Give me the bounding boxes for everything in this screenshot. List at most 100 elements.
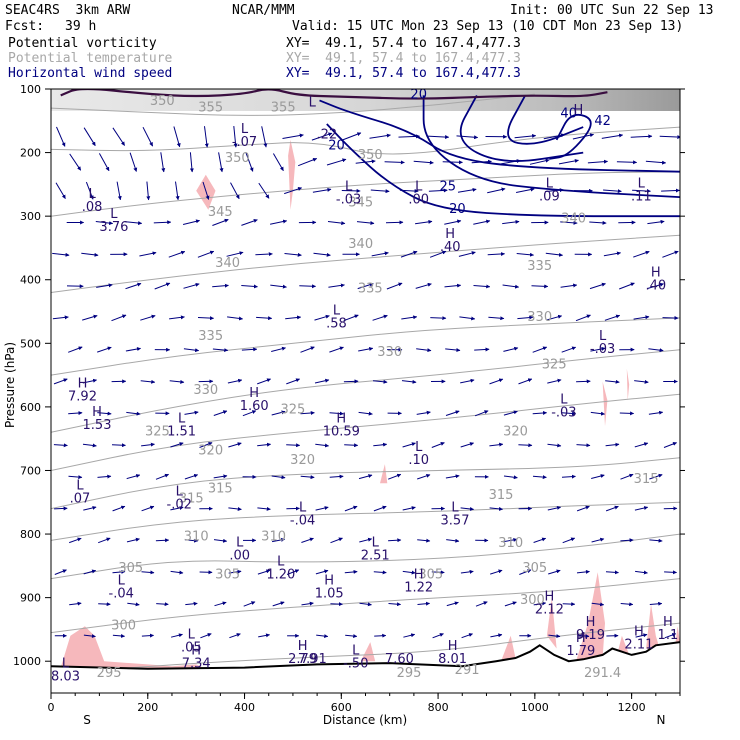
wind-vector	[81, 252, 99, 257]
pv-high-marker: H	[576, 631, 586, 646]
wind-vector	[112, 127, 126, 146]
forecast-hour: 39 h	[65, 19, 97, 34]
wind-vector	[98, 537, 111, 544]
wind-vector	[662, 315, 679, 320]
wind-vector	[645, 160, 667, 165]
wind-vector	[372, 379, 388, 384]
theta-label: 310	[498, 536, 523, 551]
pv-high-marker: H	[634, 625, 644, 640]
wind-vector	[504, 601, 517, 607]
wind-vector	[590, 346, 606, 352]
wind-vector	[474, 410, 489, 417]
wind-vector	[173, 126, 181, 148]
wind-vector	[299, 284, 316, 289]
wind-vector	[169, 315, 185, 320]
wind-vector	[282, 133, 304, 139]
y-tick-label: 700	[20, 465, 41, 478]
theta-label: 325	[280, 402, 305, 417]
wind-vector	[257, 569, 271, 575]
theta-label: 291.4	[584, 666, 621, 681]
pv-high-marker: H	[586, 615, 596, 630]
wind-vector	[359, 602, 372, 607]
wind-vector	[54, 506, 68, 511]
wind-vector	[503, 475, 518, 480]
pv-low-marker: L	[110, 207, 118, 222]
theta-label: 355	[271, 100, 296, 115]
theta-label: 350	[150, 94, 175, 109]
pv-fill-region	[60, 626, 206, 669]
wind-vector	[83, 505, 97, 511]
y-tick-label: 500	[20, 337, 41, 350]
pv-extremum-value: 3.57	[441, 514, 470, 529]
theta-label: 330	[193, 383, 218, 398]
wind-vector	[388, 473, 402, 480]
wind-vector	[548, 634, 561, 639]
wind-vector	[199, 442, 213, 448]
wind-vector	[446, 601, 459, 607]
pv-fill-region	[675, 626, 680, 646]
theta-label: 291	[455, 663, 480, 678]
wind-vector	[182, 219, 200, 225]
pv-high-marker: H	[574, 103, 584, 118]
wind-vector	[576, 443, 591, 448]
wind-vector	[311, 132, 333, 141]
theta-contour-335	[51, 234, 680, 293]
wind-vector	[54, 569, 67, 575]
wind-vector	[514, 133, 537, 139]
wind-vector	[255, 252, 273, 257]
wind-vector	[233, 126, 238, 148]
wind-vector	[416, 410, 431, 415]
x-tick-label: 400	[234, 701, 255, 714]
wind-vector	[127, 602, 140, 607]
wind-vector	[648, 410, 664, 415]
pv-low-marker: L	[415, 179, 423, 194]
wind-vector	[344, 505, 358, 512]
wind-vector	[648, 348, 664, 353]
pv-extremum-value: .00	[229, 549, 250, 564]
wind-vector	[630, 134, 653, 139]
pv-low-marker: L	[88, 187, 96, 202]
pv-extremum-value: -.03	[590, 342, 615, 357]
pv-extremum-value: .00	[408, 192, 429, 207]
wind-vector	[605, 442, 620, 447]
wind-vector	[634, 506, 649, 511]
wind-vector	[315, 569, 329, 575]
theta-label: 345	[348, 196, 373, 211]
pv-low-marker: L	[599, 329, 607, 344]
wind-vector	[460, 569, 474, 574]
wind-speed-contour-20	[319, 99, 680, 173]
pv-extremum-value: 7.34	[182, 657, 211, 672]
theta-label: 340	[561, 212, 586, 227]
pv-high-marker: H	[298, 639, 308, 654]
wind-vector	[340, 132, 362, 141]
pv-low-marker: L	[309, 96, 317, 111]
wind-vector	[370, 189, 390, 194]
wind-vector	[140, 379, 156, 384]
x-right-end-label: N	[657, 713, 666, 727]
wind-vector	[345, 634, 358, 639]
theta-contour-315	[51, 457, 680, 510]
wind-vector	[228, 442, 242, 448]
theta-label: 335	[358, 282, 383, 297]
wind-vector	[300, 410, 315, 415]
wind-vector	[170, 506, 184, 511]
pv-low-marker: L	[241, 122, 249, 137]
wind-vector	[487, 187, 506, 194]
wind-vector	[576, 379, 591, 384]
wind-vector	[97, 346, 112, 353]
wind-vector	[314, 378, 330, 384]
wind-vector	[344, 569, 358, 574]
wind-vector	[258, 633, 270, 638]
pv-low-marker: L	[372, 536, 380, 551]
theta-label: 295	[397, 666, 422, 681]
pv-fill-region	[626, 368, 630, 401]
wind-vector	[604, 314, 621, 321]
pv-extremum-value: .22	[316, 128, 337, 143]
wind-vector	[444, 283, 462, 288]
wind-vector	[635, 570, 648, 575]
wind-vector	[175, 181, 180, 201]
wind-vector	[417, 473, 431, 480]
pv-high-marker: H	[92, 405, 102, 420]
pv-extremum-value: 9.19	[576, 628, 605, 643]
